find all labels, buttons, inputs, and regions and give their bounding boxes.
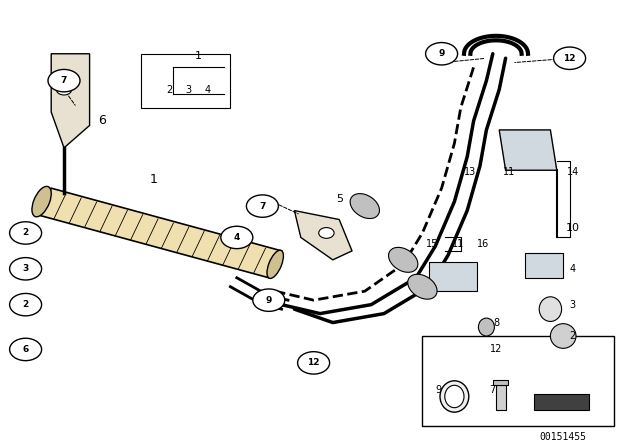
Text: 12: 12 bbox=[563, 54, 576, 63]
Text: 7: 7 bbox=[490, 385, 496, 395]
Circle shape bbox=[426, 43, 458, 65]
Circle shape bbox=[10, 258, 42, 280]
Text: 2: 2 bbox=[22, 300, 29, 309]
Text: 6: 6 bbox=[22, 345, 29, 354]
Polygon shape bbox=[534, 394, 589, 410]
Text: 16: 16 bbox=[477, 239, 490, 249]
Ellipse shape bbox=[479, 318, 495, 336]
Circle shape bbox=[56, 84, 72, 95]
Text: 4: 4 bbox=[205, 85, 211, 95]
Ellipse shape bbox=[440, 381, 468, 412]
Text: 2: 2 bbox=[570, 331, 576, 341]
Text: 7: 7 bbox=[61, 76, 67, 85]
Polygon shape bbox=[51, 54, 90, 148]
Circle shape bbox=[298, 352, 330, 374]
Circle shape bbox=[10, 338, 42, 361]
Text: 7: 7 bbox=[259, 202, 266, 211]
Text: 12: 12 bbox=[490, 345, 502, 354]
Text: 14: 14 bbox=[566, 168, 579, 177]
Circle shape bbox=[221, 226, 253, 249]
Bar bbox=[496, 385, 506, 410]
Text: 13: 13 bbox=[464, 168, 477, 177]
Bar bbox=[141, 54, 230, 108]
Text: 12: 12 bbox=[307, 358, 320, 367]
Text: 3: 3 bbox=[186, 85, 192, 95]
Bar bbox=[429, 262, 477, 291]
Ellipse shape bbox=[32, 186, 51, 217]
Bar bbox=[493, 380, 508, 385]
Text: 00151455: 00151455 bbox=[540, 432, 587, 442]
Text: 6: 6 bbox=[99, 114, 106, 128]
Text: 2: 2 bbox=[166, 85, 173, 95]
Text: 1: 1 bbox=[150, 172, 157, 186]
Text: 2: 2 bbox=[22, 228, 29, 237]
Ellipse shape bbox=[388, 247, 418, 272]
Text: 9: 9 bbox=[438, 49, 445, 58]
Text: 3: 3 bbox=[570, 300, 576, 310]
Text: 11: 11 bbox=[502, 168, 515, 177]
Text: 8: 8 bbox=[493, 318, 499, 327]
Circle shape bbox=[319, 228, 334, 238]
Text: 9: 9 bbox=[266, 296, 272, 305]
Polygon shape bbox=[38, 188, 282, 278]
Text: 10: 10 bbox=[566, 224, 580, 233]
Ellipse shape bbox=[267, 250, 284, 278]
Polygon shape bbox=[499, 130, 557, 170]
Polygon shape bbox=[294, 211, 352, 260]
Ellipse shape bbox=[550, 323, 576, 349]
Text: 9: 9 bbox=[435, 385, 442, 395]
Circle shape bbox=[253, 289, 285, 311]
Ellipse shape bbox=[539, 297, 562, 322]
Text: 4: 4 bbox=[570, 264, 576, 274]
Text: 15: 15 bbox=[426, 239, 438, 249]
Circle shape bbox=[10, 293, 42, 316]
Ellipse shape bbox=[350, 194, 380, 219]
Text: 4: 4 bbox=[234, 233, 240, 242]
Bar bbox=[422, 336, 614, 426]
Text: 3: 3 bbox=[22, 264, 29, 273]
Circle shape bbox=[48, 69, 80, 92]
Ellipse shape bbox=[445, 385, 464, 408]
Circle shape bbox=[10, 222, 42, 244]
Bar bbox=[525, 253, 563, 278]
Ellipse shape bbox=[408, 274, 437, 299]
Circle shape bbox=[246, 195, 278, 217]
Circle shape bbox=[554, 47, 586, 69]
Text: 11: 11 bbox=[451, 239, 464, 249]
Text: 1: 1 bbox=[195, 51, 202, 61]
Text: 5: 5 bbox=[336, 194, 342, 204]
